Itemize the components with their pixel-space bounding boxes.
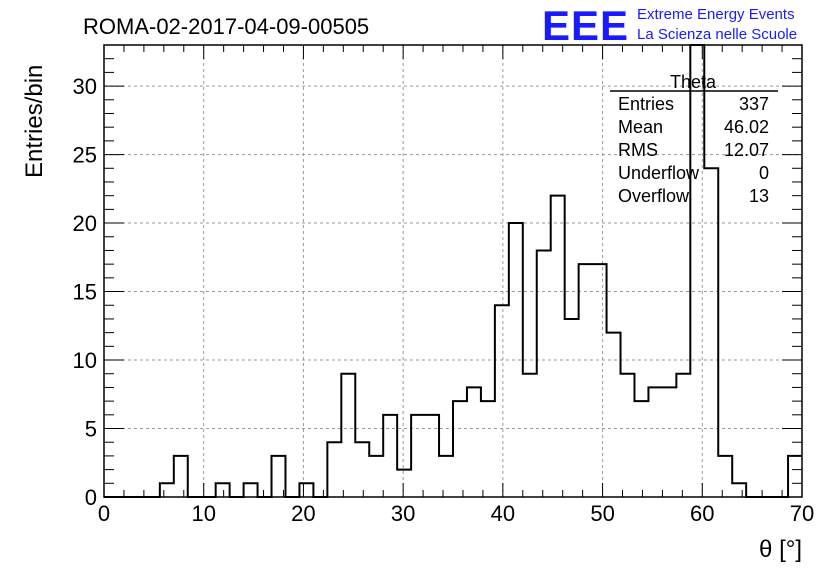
x-tick-label: 20: [291, 501, 315, 526]
stats-box: Theta Entries 337 Mean 46.02 RMS 12.07 Underfl…: [610, 72, 778, 206]
x-tick-label: 60: [690, 501, 714, 526]
x-tick-label: 0: [98, 501, 110, 526]
x-tick-label: 10: [191, 501, 215, 526]
x-tick-label: 40: [491, 501, 515, 526]
stats-rows: Entries 337 Mean 46.02 RMS 12.07 Underflow 0 Ove…: [618, 94, 769, 206]
x-tick-label: 30: [391, 501, 415, 526]
x-tick-label: 70: [790, 501, 814, 526]
y-tick-label: 10: [73, 348, 97, 373]
stats-value-mean: 46.02: [724, 117, 769, 137]
y-tick-labels: 0 5 10 15 20 25 30: [73, 74, 97, 510]
grid: [104, 45, 802, 497]
y-tick-label: 5: [85, 417, 97, 442]
eee-logo-line2: La Scienza nelle Scuole: [637, 26, 797, 43]
x-tick-label: 50: [590, 501, 614, 526]
eee-logo-mark: EEE: [542, 2, 629, 49]
y-tick-label: 0: [85, 485, 97, 510]
stats-label-overflow: Overflow: [618, 186, 690, 206]
run-title: ROMA-02-2017-04-09-00505: [83, 14, 369, 39]
stats-value-overflow: 13: [749, 186, 769, 206]
y-tick-label: 25: [73, 143, 97, 168]
stats-label-underflow: Underflow: [618, 163, 700, 183]
stats-value-underflow: 0: [759, 163, 769, 183]
y-tick-label: 30: [73, 74, 97, 99]
stats-label-mean: Mean: [618, 117, 663, 137]
stats-label-rms: RMS: [618, 140, 658, 160]
stats-title: Theta: [670, 72, 717, 92]
y-tick-label: 15: [73, 280, 97, 305]
x-tick-labels: 0 10 20 30 40 50 60 70: [98, 501, 814, 526]
stats-value-rms: 12.07: [724, 140, 769, 160]
x-axis-title: θ [°]: [759, 536, 802, 563]
plot-frame: [103, 44, 803, 498]
eee-logo-line1: Extreme Energy Events: [637, 6, 795, 23]
stats-label-entries: Entries: [618, 94, 674, 114]
y-axis-title: Entries/bin: [21, 65, 48, 178]
eee-logo: EEE Extreme Energy Events La Scienza nel…: [542, 2, 797, 49]
axis-ticks: [103, 44, 803, 498]
y-tick-label: 20: [73, 211, 97, 236]
stats-value-entries: 337: [739, 94, 769, 114]
